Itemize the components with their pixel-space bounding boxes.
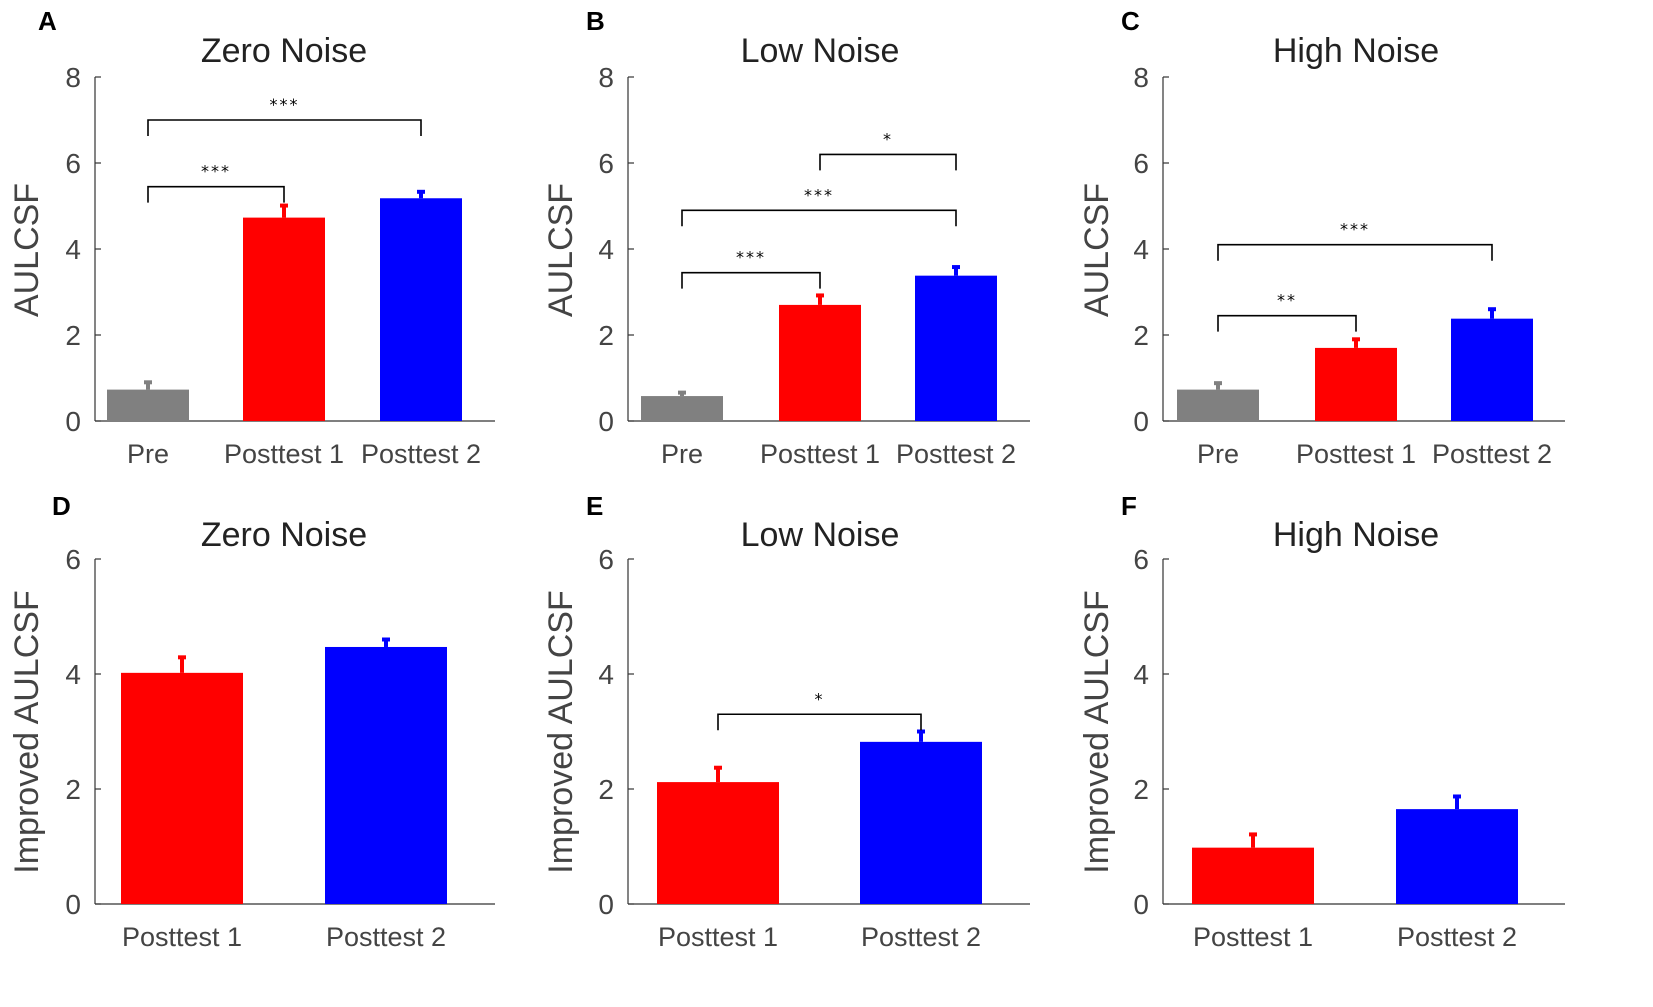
y-tick-label: 6 bbox=[598, 148, 614, 179]
y-tick-label: 2 bbox=[598, 774, 614, 805]
y-tick-label: 6 bbox=[598, 544, 614, 575]
significance-label: *** bbox=[201, 162, 231, 181]
bar bbox=[380, 198, 462, 421]
y-tick-label: 8 bbox=[65, 62, 81, 93]
y-tick-label: 6 bbox=[1133, 148, 1149, 179]
category-label: Pre bbox=[661, 439, 703, 469]
significance-label: * bbox=[883, 129, 893, 148]
y-tick-label: 2 bbox=[65, 320, 81, 351]
y-axis-label: AULCSF bbox=[1078, 183, 1116, 317]
category-label: Posttest 2 bbox=[861, 922, 981, 952]
y-tick-label: 0 bbox=[1133, 406, 1149, 437]
panel-letter: B bbox=[586, 6, 605, 36]
y-tick-label: 6 bbox=[65, 544, 81, 575]
y-tick-label: 4 bbox=[598, 234, 614, 265]
bar bbox=[779, 304, 861, 421]
bar bbox=[107, 389, 189, 421]
category-label: Posttest 1 bbox=[1193, 922, 1313, 952]
y-axis-label: Improved AULCSF bbox=[542, 590, 580, 873]
significance-label: *** bbox=[804, 185, 834, 204]
category-label: Posttest 1 bbox=[224, 439, 344, 469]
y-tick-label: 6 bbox=[1133, 544, 1149, 575]
y-tick-label: 2 bbox=[598, 320, 614, 351]
bar bbox=[121, 672, 243, 904]
panel-d: D Zero Noise Improved AULCSF 0 2 4 6 Posttest 1… bbox=[8, 491, 495, 952]
significance-label: *** bbox=[1340, 220, 1370, 239]
category-label: Posttest 1 bbox=[658, 922, 778, 952]
category-label: Posttest 2 bbox=[896, 439, 1016, 469]
bar bbox=[1396, 809, 1518, 904]
significance-bracket bbox=[1217, 243, 1493, 261]
panel-title: High Noise bbox=[1273, 516, 1439, 554]
bar bbox=[657, 782, 779, 904]
significance-bracket bbox=[819, 153, 957, 171]
y-tick-label: 4 bbox=[598, 659, 614, 690]
bar bbox=[1177, 389, 1259, 421]
bar bbox=[641, 396, 723, 421]
y-tick-label: 8 bbox=[598, 62, 614, 93]
y-tick-label: 4 bbox=[1133, 659, 1149, 690]
significance-bracket bbox=[717, 713, 922, 731]
panel-title: Low Noise bbox=[741, 32, 900, 70]
category-label: Posttest 2 bbox=[326, 922, 446, 952]
y-axis-label: Improved AULCSF bbox=[8, 590, 46, 873]
bar bbox=[1192, 847, 1314, 904]
y-tick-label: 0 bbox=[1133, 889, 1149, 920]
y-tick-label: 0 bbox=[65, 889, 81, 920]
panel-letter: D bbox=[52, 491, 71, 521]
panel-letter: F bbox=[1121, 491, 1137, 521]
panel-title: Low Noise bbox=[741, 516, 900, 554]
significance-label: ** bbox=[1277, 291, 1297, 310]
bar bbox=[325, 646, 447, 904]
y-tick-label: 0 bbox=[598, 406, 614, 437]
significance-label: *** bbox=[736, 248, 766, 267]
bar bbox=[860, 741, 982, 904]
significance-bracket bbox=[147, 119, 422, 136]
panel-e: E Low Noise Improved AULCSF 0 2 4 6 Posttest 1 P… bbox=[542, 491, 1030, 952]
category-label: Posttest 2 bbox=[1432, 439, 1552, 469]
significance-bracket bbox=[1217, 314, 1357, 332]
y-tick-label: 6 bbox=[65, 148, 81, 179]
panel-b: B Low Noise AULCSF 0 2 4 6 8 Pre Posttest 1 Postte… bbox=[542, 6, 1030, 469]
significance-bracket bbox=[681, 209, 957, 227]
panel-f: F High Noise Improved AULCSF 0 2 4 6 Posttest 1… bbox=[1078, 491, 1565, 952]
significance-label: * bbox=[815, 689, 825, 708]
category-label: Posttest 2 bbox=[1397, 922, 1517, 952]
panel-title: High Noise bbox=[1273, 32, 1439, 70]
y-axis-label: AULCSF bbox=[542, 183, 580, 317]
y-tick-label: 8 bbox=[1133, 62, 1149, 93]
panel-c: C High Noise AULCSF 0 2 4 6 8 Pre Posttest 1 Postt… bbox=[1078, 6, 1565, 469]
panel-a: A Zero Noise AULCSF 0 2 4 6 8 Pre Posttest 1 Postt… bbox=[8, 6, 495, 469]
y-tick-label: 2 bbox=[65, 774, 81, 805]
category-label: Posttest 1 bbox=[1296, 439, 1416, 469]
panel-letter: A bbox=[38, 6, 57, 36]
y-tick-label: 4 bbox=[1133, 234, 1149, 265]
y-tick-label: 4 bbox=[65, 234, 81, 265]
category-label: Posttest 2 bbox=[361, 439, 481, 469]
panel-title: Zero Noise bbox=[201, 516, 367, 554]
category-label: Pre bbox=[127, 439, 169, 469]
y-tick-label: 0 bbox=[65, 406, 81, 437]
panel-title: Zero Noise bbox=[201, 32, 367, 70]
significance-label: *** bbox=[270, 95, 300, 114]
bar bbox=[1315, 347, 1397, 421]
panel-letter: C bbox=[1121, 6, 1140, 36]
bar bbox=[915, 275, 997, 421]
bar bbox=[1451, 318, 1533, 421]
category-label: Posttest 1 bbox=[760, 439, 880, 469]
y-tick-label: 0 bbox=[598, 889, 614, 920]
y-tick-label: 2 bbox=[1133, 774, 1149, 805]
y-tick-label: 2 bbox=[1133, 320, 1149, 351]
bar bbox=[243, 217, 325, 421]
category-label: Pre bbox=[1197, 439, 1239, 469]
y-axis-label: AULCSF bbox=[8, 183, 46, 317]
y-tick-label: 4 bbox=[65, 659, 81, 690]
significance-bracket bbox=[147, 185, 285, 203]
significance-bracket bbox=[681, 271, 821, 289]
panel-letter: E bbox=[586, 491, 603, 521]
category-label: Posttest 1 bbox=[122, 922, 242, 952]
y-axis-label: Improved AULCSF bbox=[1078, 590, 1116, 873]
